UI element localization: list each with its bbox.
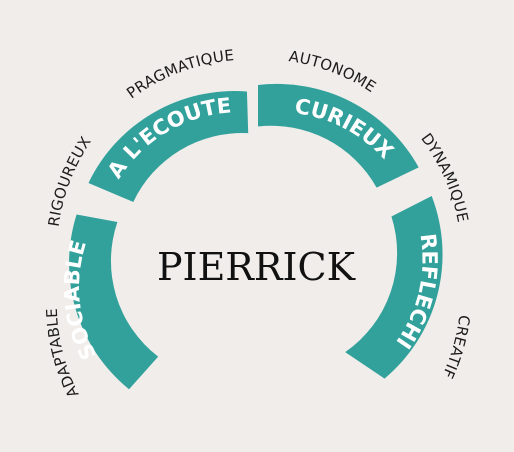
- segment-reflechi: [345, 196, 443, 379]
- center-name: PIERRICK: [157, 245, 356, 289]
- segment-sociable: [69, 214, 159, 390]
- segment-a-lecoute: [88, 91, 249, 202]
- outer-label-creatif: CREATIF: [438, 314, 473, 381]
- segment-ring: [69, 83, 443, 390]
- outer-label-rigoureux: RIGOUREUX: [45, 133, 95, 228]
- segment-curieux: [258, 83, 419, 188]
